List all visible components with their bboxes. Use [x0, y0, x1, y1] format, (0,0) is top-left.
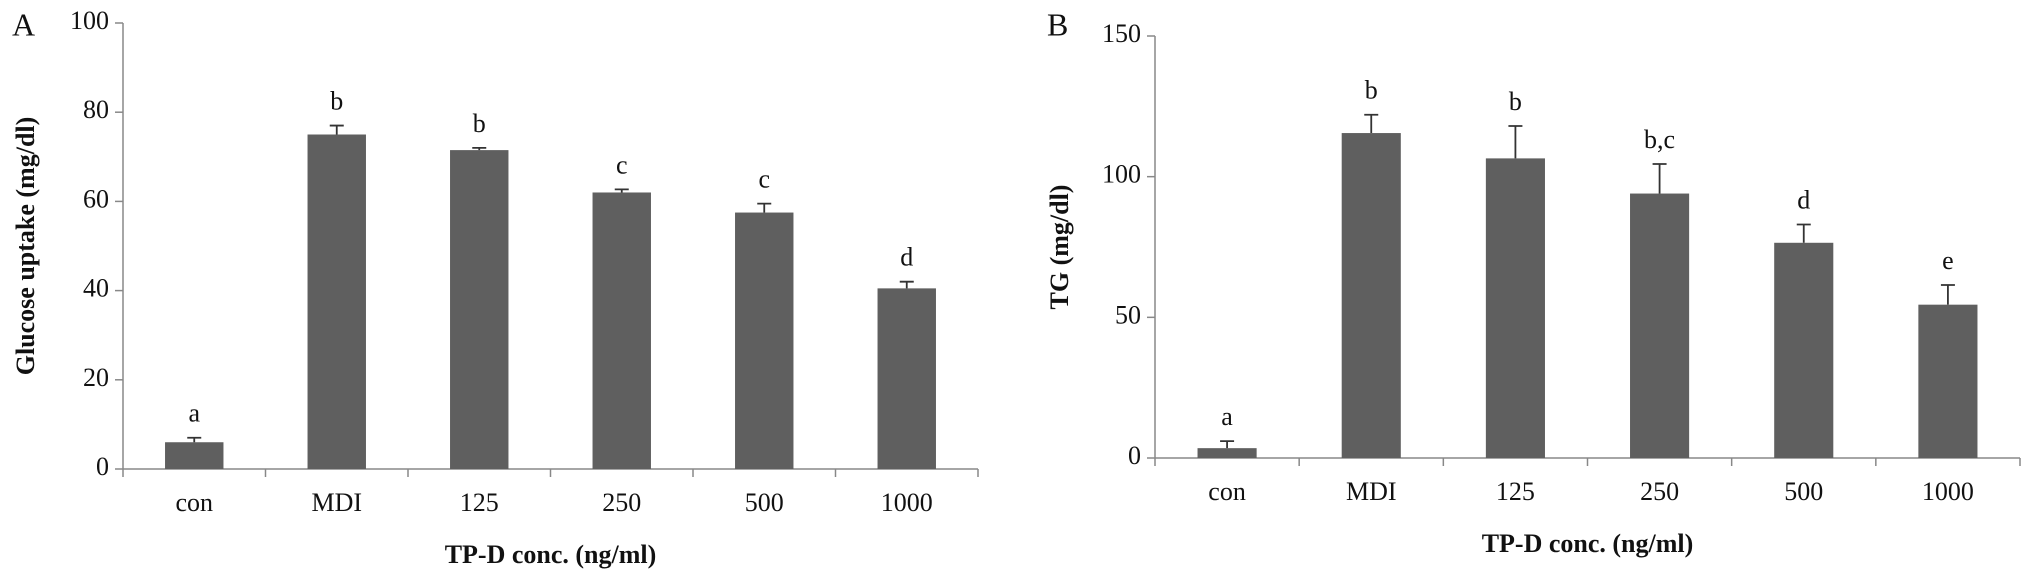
- significance-label: b: [1365, 76, 1378, 105]
- x-tick-label: MDI: [311, 488, 362, 517]
- significance-label: c: [616, 150, 628, 179]
- x-tick-label: 500: [1784, 477, 1823, 506]
- y-tick-label: 60: [83, 184, 109, 213]
- panel-label: A: [12, 6, 35, 42]
- bar: [1341, 133, 1401, 458]
- error-bar: [899, 280, 914, 289]
- error-bar: [187, 436, 202, 443]
- error-bar: [1364, 113, 1379, 134]
- significance-label: d: [1797, 185, 1810, 214]
- significance-label: a: [1221, 402, 1233, 431]
- error-bar: [329, 124, 344, 135]
- x-tick-label: 250: [1640, 477, 1679, 506]
- y-tick-label: 100: [1102, 160, 1141, 189]
- bar: [1197, 448, 1257, 458]
- bar: [735, 212, 794, 470]
- bar: [1918, 304, 1978, 458]
- y-tick-label: 0: [1128, 441, 1141, 470]
- x-tick-label: 1000: [1922, 477, 1974, 506]
- significance-label: b: [330, 87, 343, 116]
- x-tick-label: con: [1208, 477, 1246, 506]
- bar: [1630, 193, 1690, 458]
- x-tick-label: 125: [1496, 477, 1535, 506]
- x-tick-label: 1000: [881, 488, 933, 517]
- error-bar: [614, 188, 629, 193]
- significance-label: e: [1942, 246, 1954, 275]
- error-bar: [1940, 284, 1955, 305]
- significance-label: c: [758, 165, 770, 194]
- y-tick-label: 40: [83, 274, 109, 303]
- bar: [307, 134, 366, 469]
- significance-label: a: [188, 399, 200, 428]
- y-tick-label: 50: [1115, 300, 1141, 329]
- significance-label: b,c: [1644, 125, 1675, 154]
- bar: [450, 150, 509, 470]
- x-tick-label: MDI: [1346, 477, 1397, 506]
- bar: [877, 288, 936, 469]
- significance-label: b: [1509, 87, 1522, 116]
- bar: [592, 192, 651, 470]
- y-tick-label: 80: [83, 95, 109, 124]
- error-bar: [1508, 125, 1523, 159]
- error-bar: [472, 146, 487, 151]
- error-bar: [1652, 163, 1667, 194]
- error-bar: [1796, 223, 1811, 243]
- x-axis-title: TP-D conc. (ng/ml): [445, 540, 657, 569]
- bar: [1774, 242, 1834, 458]
- panel-label: B: [1047, 6, 1068, 42]
- significance-label: b: [473, 109, 486, 138]
- x-axis-title: TP-D conc. (ng/ml): [1482, 529, 1694, 558]
- x-tick-label: 250: [602, 488, 641, 517]
- y-axis-title: TG (mg/dl): [1045, 185, 1074, 310]
- bar: [1485, 158, 1545, 458]
- significance-label: d: [900, 243, 913, 272]
- y-axis-title: Glucose uptake (mg/dl): [11, 117, 40, 376]
- y-tick-label: 20: [83, 363, 109, 392]
- error-bar: [757, 202, 772, 213]
- y-tick-label: 150: [1102, 19, 1141, 48]
- x-tick-label: 500: [745, 488, 784, 517]
- y-tick-label: 0: [96, 452, 109, 481]
- y-tick-label: 100: [70, 6, 109, 35]
- x-tick-label: 125: [460, 488, 499, 517]
- error-bar: [1220, 440, 1235, 449]
- x-tick-label: con: [175, 488, 213, 517]
- bar: [165, 442, 224, 469]
